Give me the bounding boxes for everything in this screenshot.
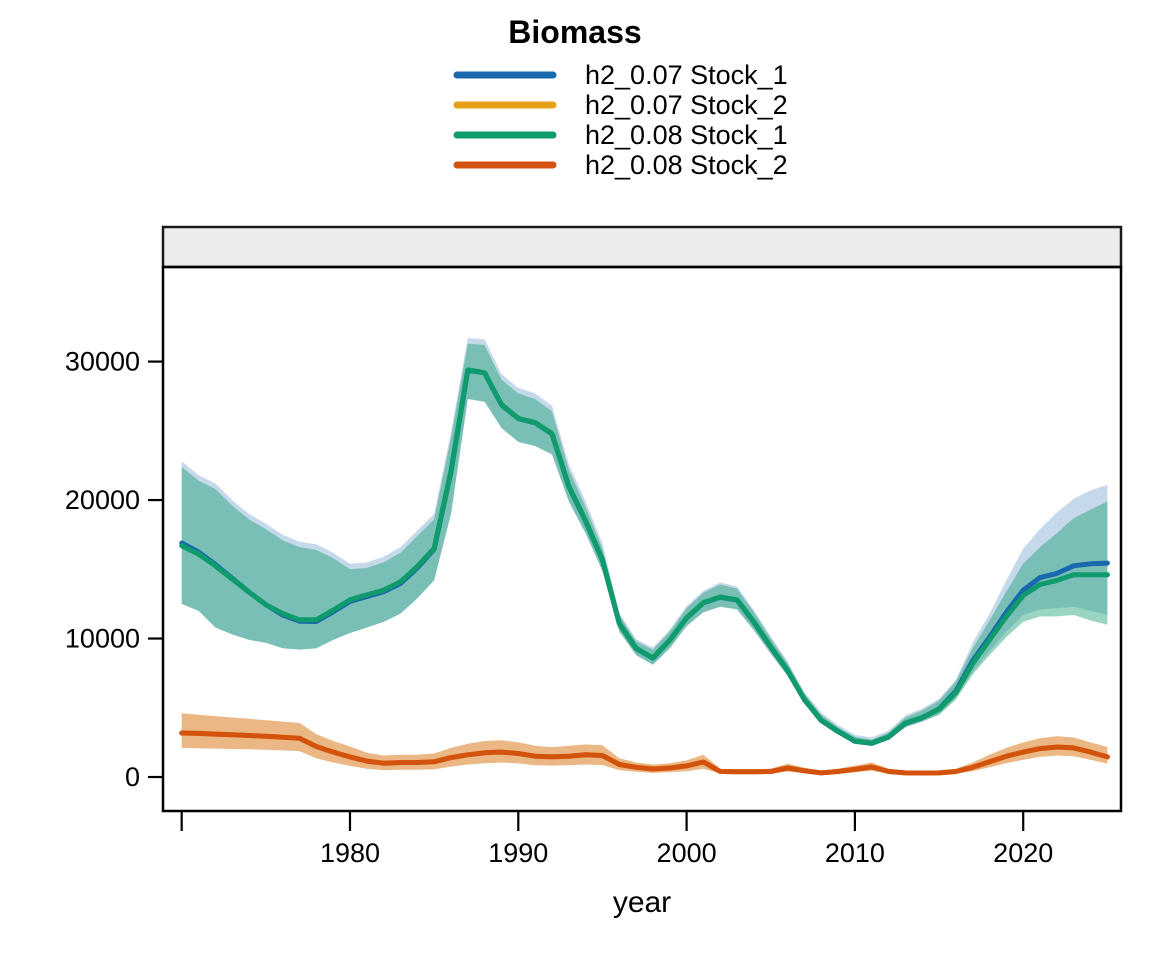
x-tick-label: 2010 [825, 838, 885, 868]
legend-label: h2_0.07 Stock_2 [585, 90, 788, 120]
x-tick-label: 1980 [320, 838, 380, 868]
legend-label: h2_0.07 Stock_1 [585, 60, 788, 90]
y-tick-label: 20000 [65, 485, 140, 515]
facet-strip [161, 225, 1123, 269]
y-axis: 0 10000 20000 30000 [65, 347, 163, 792]
legend-item: h2_0.08 Stock_1 [453, 120, 788, 150]
ribbon-h2-0-08-stock-1 [181, 343, 1108, 746]
line-h2-0-08-stock-1 [179, 367, 1110, 746]
legend-label: h2_0.08 Stock_2 [585, 150, 788, 180]
chart-title: Biomass [508, 14, 641, 50]
x-axis: 1980 1990 2000 2010 2020 [180, 812, 1053, 868]
legend: h2_0.07 Stock_1 h2_0.07 Stock_2 h2_0.08 … [453, 60, 788, 180]
panel-border [161, 265, 1123, 813]
y-tick-label: 0 [125, 762, 140, 792]
x-tick-label: 1990 [488, 838, 548, 868]
ribbon-h2-0-07-stock-2 [181, 713, 1108, 775]
y-tick-label: 30000 [65, 347, 140, 377]
legend-item: h2_0.07 Stock_2 [453, 90, 788, 120]
x-axis-label: year [613, 886, 671, 919]
ribbon-h2-0-08-stock-2 [181, 713, 1108, 775]
line-h2-0-08-stock-2 [179, 730, 1110, 776]
series-lines [179, 367, 1110, 776]
y-tick-label: 10000 [65, 624, 140, 654]
legend-item: h2_0.07 Stock_1 [453, 60, 788, 90]
confidence-ribbons [181, 338, 1108, 775]
x-tick-label: 2000 [657, 838, 717, 868]
legend-item: h2_0.08 Stock_2 [453, 150, 788, 180]
legend-label: h2_0.08 Stock_1 [585, 120, 788, 150]
ribbon-h2-0-07-stock-1 [181, 338, 1108, 746]
x-tick-label: 2020 [993, 838, 1053, 868]
